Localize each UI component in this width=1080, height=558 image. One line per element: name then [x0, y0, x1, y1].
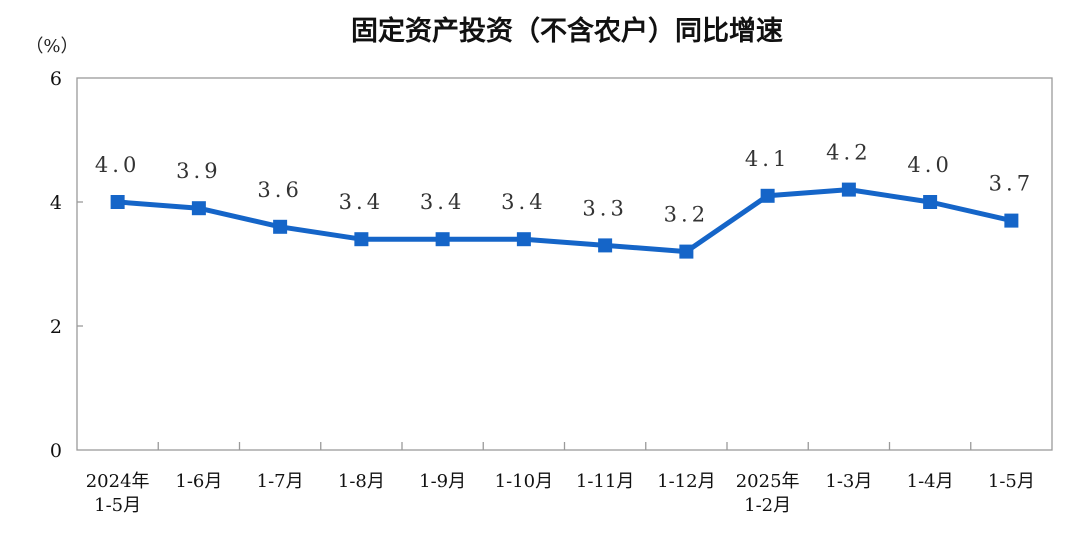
data-point-marker: [679, 244, 694, 259]
x-tick-label-line: 1-7月: [257, 471, 304, 492]
data-label: 3.6: [257, 178, 302, 202]
series-markers-group: [110, 182, 1019, 259]
data-point-marker: [191, 201, 206, 216]
data-point-marker: [1004, 213, 1019, 228]
x-tick-label: 1-7月: [257, 471, 304, 492]
data-label: 4.0: [95, 153, 140, 177]
data-labels-group: 4.0 3.9 3.6 3.4 3.4 3.4 3.3 3.2 4.1 4.2 4.0 3.7: [95, 141, 1034, 227]
x-tick-label-line: 1-4月: [907, 471, 954, 492]
x-tick-label: 1-3月: [825, 471, 872, 492]
plot-area-frame: [76, 77, 1053, 451]
data-label: 3.2: [664, 203, 709, 227]
data-label: 3.4: [339, 190, 384, 214]
x-tick-label: 1-11月: [576, 471, 634, 492]
x-tick-label: 1-9月: [419, 471, 466, 492]
data-point-marker: [354, 232, 369, 247]
x-tick-label: 1-5月: [988, 471, 1035, 492]
x-tick-label-line: 1-6月: [175, 471, 222, 492]
chart-title: 固定资产投资（不含农户）同比增速: [351, 15, 783, 47]
y-tick-label: 2: [50, 316, 62, 338]
data-point-marker: [110, 195, 125, 209]
x-tick-label-line: 1-2月: [744, 495, 791, 516]
x-tick-label: 1-10月: [495, 471, 553, 492]
data-point-marker: [923, 195, 938, 209]
data-label: 3.4: [501, 190, 546, 214]
x-tick-label: 1-6月: [175, 471, 222, 492]
data-label: 4.1: [745, 147, 790, 171]
data-label: 4.0: [907, 153, 952, 177]
y-axis-ticks: 0 2 4 6: [50, 68, 83, 462]
data-point-marker: [841, 182, 856, 197]
y-tick-label: 6: [50, 68, 62, 90]
x-tick-label-line: 1-10月: [495, 471, 553, 492]
x-tick-label-line: 2025年: [736, 471, 800, 492]
x-tick-label: 1-12月: [657, 471, 715, 492]
x-tick-label-line: 1-8月: [338, 471, 385, 492]
x-tick-label-line: 1-5月: [988, 471, 1035, 492]
data-label: 3.3: [582, 196, 627, 220]
data-point-marker: [598, 238, 613, 253]
x-tick-label-line: 1-12月: [657, 471, 715, 492]
y-axis-unit: （%）: [25, 36, 78, 57]
x-axis-ticks: 2024年 1-5月 1-6月 1-7月 1-8月 1-9月 1-10月 1-11月 1-12月…: [86, 442, 1035, 516]
x-tick-label-line: 1-3月: [825, 471, 872, 492]
data-label: 3.9: [176, 159, 221, 183]
x-tick-label-line: 1-11月: [576, 471, 634, 492]
x-tick-label-line: 1-9月: [419, 471, 466, 492]
x-tick-label: 2025年 1-2月: [736, 471, 800, 516]
data-point-marker: [273, 219, 288, 234]
data-point-marker: [760, 188, 775, 203]
x-tick-label: 1-8月: [338, 471, 385, 492]
data-label: 3.4: [420, 190, 465, 214]
x-tick-label: 2024年 1-5月: [86, 471, 150, 516]
x-tick-label: 1-4月: [907, 471, 954, 492]
y-tick-label: 0: [50, 440, 62, 462]
data-point-marker: [435, 232, 450, 247]
data-point-marker: [516, 232, 531, 247]
data-label: 3.7: [989, 172, 1034, 196]
series-line: [115, 187, 1014, 255]
x-tick-label-line: 2024年: [86, 471, 150, 492]
x-tick-label-line: 1-5月: [94, 495, 141, 516]
data-label: 4.2: [826, 141, 871, 165]
y-tick-label: 4: [50, 192, 62, 214]
series-line-group: [115, 187, 1014, 255]
